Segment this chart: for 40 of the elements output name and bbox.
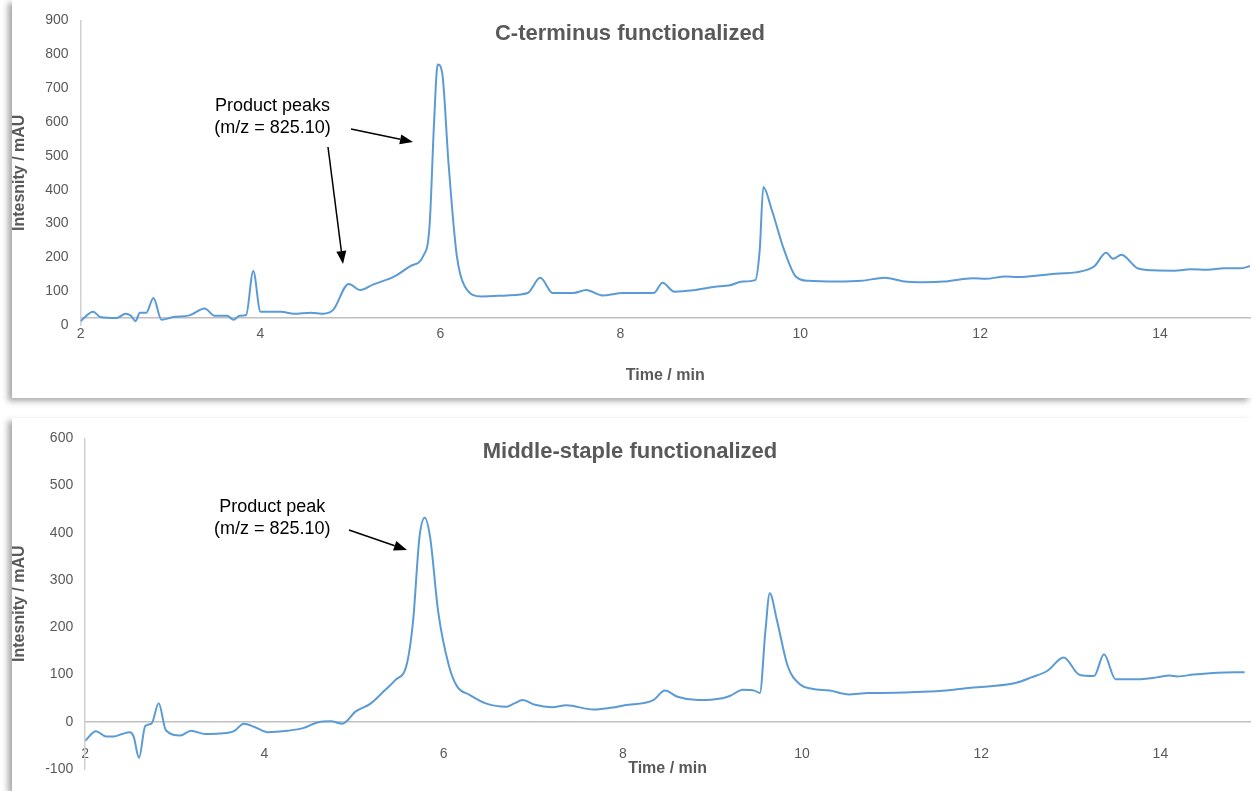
- y-tick-label: 200: [45, 248, 69, 265]
- chart-title: Middle-staple functionalized: [482, 437, 778, 463]
- x-axis-title: Time / min: [625, 366, 705, 384]
- y-tick-label: 0: [60, 316, 69, 333]
- x-tick-label: 10: [794, 745, 810, 762]
- y-tick-label: 600: [49, 429, 74, 446]
- x-tick-label: 6: [439, 745, 448, 762]
- annotation: Product peak (m/z = 825.10): [213, 496, 331, 539]
- y-tick-label: 800: [45, 45, 69, 62]
- x-tick-label: 2: [76, 324, 85, 341]
- x-tick-label: 6: [436, 324, 445, 341]
- y-tick-label: 900: [45, 11, 69, 28]
- y-tick-label: 600: [45, 112, 69, 129]
- x-tick-label: 10: [792, 324, 809, 341]
- x-tick-label: 14: [1152, 745, 1169, 762]
- y-tick-label: 0: [65, 712, 74, 729]
- y-tick-label: 300: [45, 214, 69, 231]
- annotation: Product peaks (m/z = 825.10): [214, 95, 331, 138]
- y-tick-label: -100: [45, 759, 74, 776]
- y-tick-label: 500: [45, 146, 69, 163]
- chart-title: C-terminus functionalized: [494, 19, 766, 45]
- x-tick-label: 4: [260, 745, 269, 762]
- x-tick-label: 8: [616, 324, 625, 341]
- y-tick-label: 400: [49, 523, 74, 540]
- y-tick-label: 500: [49, 476, 74, 493]
- y-axis-title: Intesnity / mAU: [10, 545, 28, 662]
- line-series: [80, 63, 1250, 323]
- y-tick-label: 100: [49, 665, 74, 682]
- y-tick-label: 100: [45, 282, 69, 299]
- x-axis-title: Time / min: [628, 759, 708, 777]
- y-tick-label: 700: [45, 78, 69, 95]
- x-tick-label: 4: [256, 324, 265, 341]
- y-tick-label: 400: [45, 180, 69, 197]
- x-tick-label: 14: [1152, 324, 1169, 341]
- y-tick-label: 300: [49, 570, 74, 587]
- x-tick-label: 12: [973, 745, 990, 762]
- y-axis-title: Intesnity / mAU: [10, 114, 28, 232]
- x-tick-label: 12: [972, 324, 989, 341]
- y-tick-label: 200: [49, 618, 74, 635]
- x-tick-label: 8: [618, 745, 627, 762]
